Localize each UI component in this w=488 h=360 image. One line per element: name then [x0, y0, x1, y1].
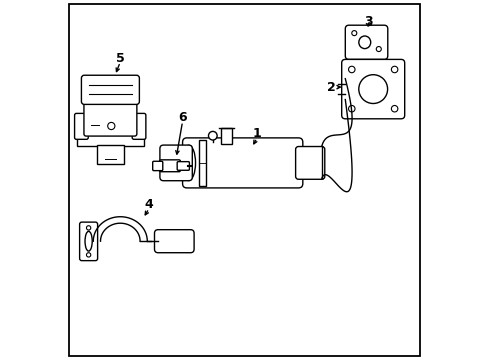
FancyBboxPatch shape: [132, 113, 145, 139]
FancyBboxPatch shape: [81, 75, 139, 104]
Circle shape: [86, 226, 91, 230]
Bar: [97, 145, 123, 164]
Text: 3: 3: [364, 15, 372, 28]
Circle shape: [358, 75, 387, 104]
Text: 4: 4: [144, 198, 153, 211]
Text: 2: 2: [326, 81, 335, 94]
FancyBboxPatch shape: [177, 162, 189, 170]
FancyBboxPatch shape: [154, 230, 194, 253]
FancyBboxPatch shape: [182, 138, 302, 188]
FancyBboxPatch shape: [345, 25, 387, 59]
FancyBboxPatch shape: [152, 161, 163, 171]
Bar: [199, 140, 205, 186]
Circle shape: [351, 31, 356, 36]
Ellipse shape: [358, 36, 370, 49]
FancyBboxPatch shape: [84, 99, 137, 136]
Circle shape: [390, 105, 397, 112]
FancyBboxPatch shape: [341, 59, 404, 119]
Ellipse shape: [182, 145, 195, 180]
Ellipse shape: [85, 231, 92, 251]
Text: 5: 5: [116, 52, 124, 65]
Circle shape: [86, 253, 91, 257]
Circle shape: [348, 105, 354, 112]
FancyBboxPatch shape: [160, 145, 192, 181]
Circle shape: [390, 66, 397, 73]
Circle shape: [107, 122, 115, 130]
Circle shape: [208, 131, 217, 140]
FancyBboxPatch shape: [75, 113, 88, 139]
FancyBboxPatch shape: [221, 128, 231, 144]
FancyBboxPatch shape: [159, 160, 180, 172]
FancyBboxPatch shape: [80, 222, 98, 261]
Circle shape: [348, 66, 354, 73]
FancyBboxPatch shape: [77, 126, 143, 146]
Circle shape: [375, 46, 381, 51]
Text: 6: 6: [178, 111, 186, 124]
FancyBboxPatch shape: [295, 147, 324, 179]
Text: 1: 1: [252, 127, 261, 140]
